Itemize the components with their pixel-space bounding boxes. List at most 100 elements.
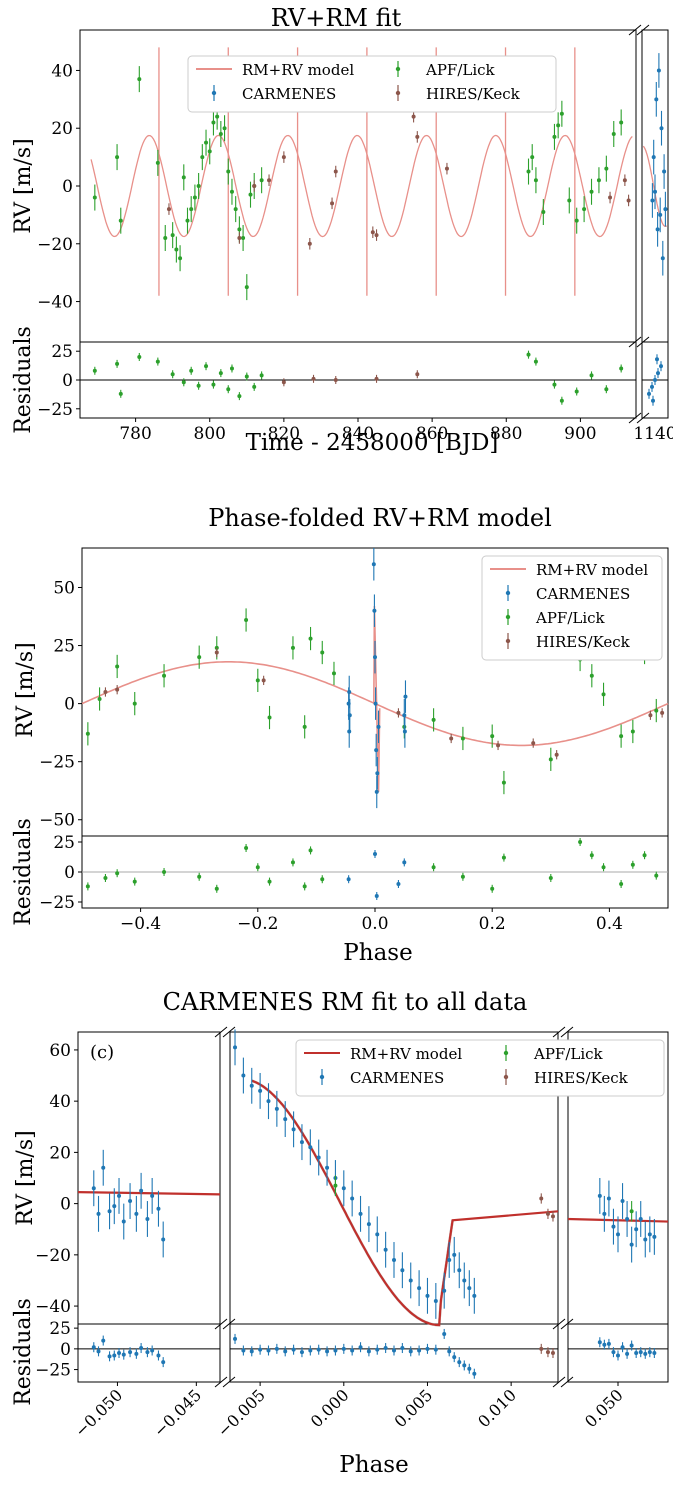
legend-label: HIRES/Keck: [536, 633, 631, 651]
rv-point: [291, 1111, 296, 1148]
model-rm-spike: [373, 606, 381, 792]
data-point: [402, 729, 407, 734]
rv-point: [533, 167, 538, 194]
rv-point: [308, 626, 313, 651]
rv-point: [619, 724, 624, 748]
rv-point: [97, 687, 102, 711]
rv-point: [662, 154, 667, 189]
residual-point: [258, 1344, 263, 1355]
data-point: [602, 1342, 607, 1347]
data-point: [316, 1155, 321, 1160]
panel-a-break-mid: [628, 336, 650, 348]
rv-point: [626, 194, 631, 207]
residual-point: [91, 1342, 96, 1353]
rv-point: [174, 236, 179, 263]
rv-point: [648, 710, 653, 720]
legend-frame: [481, 555, 663, 661]
panel-c-y-tick-label: 20: [49, 1143, 71, 1163]
data-point: [150, 1193, 155, 1198]
residual-point: [589, 371, 594, 380]
data-point: [96, 1349, 101, 1354]
data-point: [132, 701, 137, 706]
panel-c-xlabel: Phase: [339, 1452, 408, 1478]
data-point: [156, 1353, 161, 1358]
data-point: [139, 1346, 144, 1351]
panel-c-x-tick-label: −0.050: [71, 1385, 126, 1440]
residual-point: [647, 388, 651, 399]
residual-point: [620, 1342, 625, 1353]
panel-c-break-mid: [552, 1318, 574, 1330]
residual-point: [204, 362, 209, 371]
data-point: [174, 247, 179, 252]
break-mark-line: [636, 24, 650, 36]
data-point: [181, 175, 186, 180]
panel-a-res-y-tick-label: −25: [37, 400, 73, 420]
residual-point: [302, 882, 307, 891]
data-point: [415, 134, 420, 139]
data-point: [620, 1345, 625, 1350]
data-point: [597, 1340, 602, 1345]
rv-point: [92, 184, 97, 211]
residual-point: [548, 874, 553, 882]
residual-point: [611, 1347, 616, 1358]
legend-label: APF/Lick: [533, 1045, 604, 1063]
data-point: [204, 140, 209, 145]
break-mark-line: [628, 412, 642, 424]
legend-marker-dot: [319, 1074, 325, 1080]
residual-point: [121, 1349, 126, 1360]
residual-point: [358, 1342, 363, 1353]
legend-label: APF/Lick: [425, 61, 496, 79]
rv-point: [647, 1216, 652, 1253]
residual-point: [619, 880, 624, 888]
residual-point: [467, 1363, 472, 1374]
data-point: [308, 636, 313, 641]
rv-point: [156, 1190, 161, 1227]
residual-point: [433, 1344, 438, 1355]
residual-point: [589, 851, 594, 860]
data-point: [237, 394, 242, 399]
residual-point: [634, 1348, 639, 1358]
data-point: [462, 1363, 467, 1368]
rv-point: [396, 708, 401, 718]
data-point: [650, 384, 654, 389]
break-mark-line: [636, 412, 650, 424]
data-point: [442, 1288, 447, 1293]
panel-a-x-tick-label: 1140: [633, 424, 673, 444]
panel-c-x-tick-label: 0.050: [581, 1385, 627, 1431]
data-point: [447, 1257, 452, 1262]
data-point: [457, 1360, 462, 1365]
rv-point: [452, 1236, 457, 1273]
residual-point: [533, 357, 538, 366]
rv-point: [107, 1193, 112, 1230]
rv-point: [248, 181, 253, 208]
residual-point: [139, 1343, 144, 1354]
data-point: [166, 207, 171, 212]
residual-point: [291, 1344, 296, 1355]
legend-marker-dot: [395, 90, 401, 96]
residual-point: [431, 863, 436, 872]
panel-b-res-y-tick-label: 25: [53, 833, 75, 853]
data-point: [651, 398, 655, 403]
data-point: [634, 1227, 639, 1232]
rv-point: [460, 726, 465, 751]
panel-c-y-tick-label: −20: [35, 1246, 71, 1266]
rv-point: [117, 1178, 122, 1214]
rv-point: [402, 715, 407, 748]
data-point: [444, 166, 449, 171]
residual-point: [452, 1352, 457, 1363]
residual-point: [642, 851, 647, 860]
data-point: [117, 1193, 122, 1198]
legend-marker-dot: [505, 614, 511, 620]
legend-label: RM+RV model: [536, 561, 648, 579]
residual-point: [255, 863, 260, 872]
data-point: [400, 1268, 405, 1273]
data-point: [415, 372, 420, 377]
data-point: [630, 729, 635, 734]
panel-b-y-tick-label: −50: [39, 811, 75, 831]
rv-point: [150, 1178, 155, 1214]
data-point: [266, 1099, 271, 1104]
data-point: [162, 870, 167, 874]
residual-point: [134, 1348, 139, 1359]
data-point: [118, 218, 123, 223]
